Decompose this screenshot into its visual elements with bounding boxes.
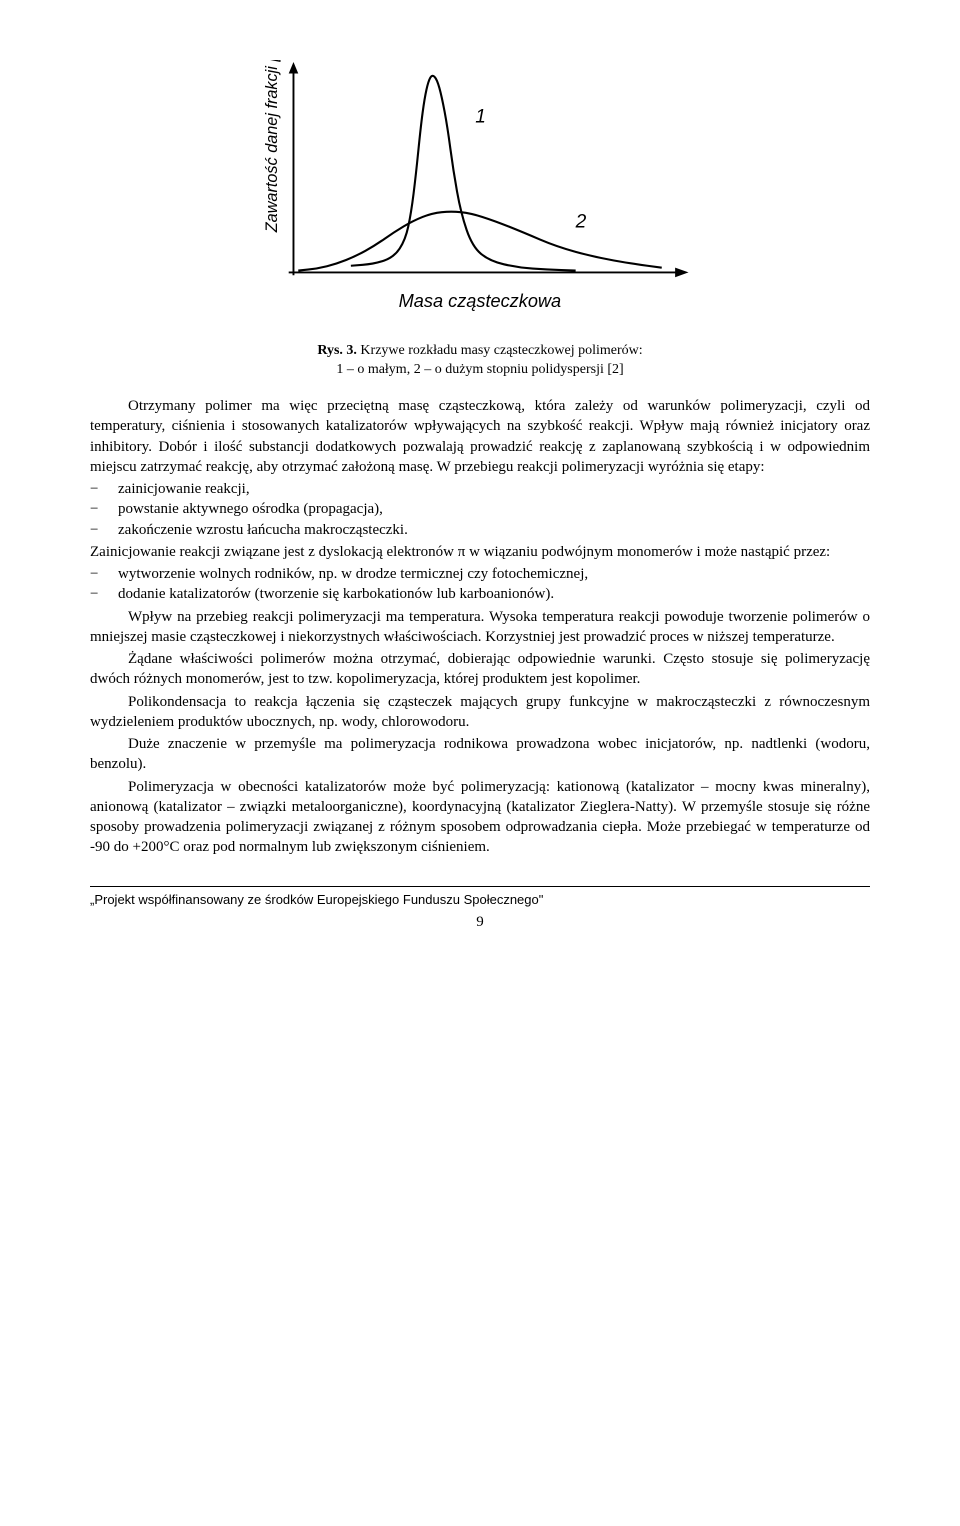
dash-icon: − — [90, 479, 118, 499]
list-item-text: powstanie aktywnego ośrodka (propagacja)… — [118, 499, 870, 519]
list-item-text: dodanie katalizatorów (tworzenie się kar… — [118, 584, 870, 604]
paragraph-intro: Otrzymany polimer ma więc przeciętną mas… — [90, 396, 870, 477]
page-number: 9 — [90, 912, 870, 932]
figure-container: 1 2 Zawartość danej frakcji [%] Masa czą… — [90, 60, 870, 334]
caption-line1: Krzywe rozkładu masy cząsteczkowej polim… — [357, 343, 643, 358]
list-item-text: zakończenie wzrostu łańcucha makrocząste… — [118, 520, 870, 540]
y-axis-arrow-icon — [289, 62, 299, 73]
series-1-label: 1 — [475, 106, 486, 127]
document-page: 1 2 Zawartość danej frakcji [%] Masa czą… — [0, 0, 960, 1500]
series-2-label: 2 — [575, 211, 587, 232]
figure-caption: Rys. 3. Krzywe rozkładu masy cząsteczkow… — [90, 342, 870, 380]
list-item: −zakończenie wzrostu łańcucha makrocząst… — [90, 520, 870, 540]
paragraph-catalysts: Polimeryzacja w obecności katalizatorów … — [90, 777, 870, 858]
footer-text: „Projekt współfinansowany ze środków Eur… — [90, 886, 870, 909]
dash-icon: − — [90, 499, 118, 519]
x-axis-label: Masa cząsteczkowa — [399, 291, 561, 311]
chart-svg: 1 2 Zawartość danej frakcji [%] Masa czą… — [260, 60, 700, 328]
distribution-chart: 1 2 Zawartość danej frakcji [%] Masa czą… — [260, 60, 700, 334]
list-item: −powstanie aktywnego ośrodka (propagacja… — [90, 499, 870, 519]
bullet-list-methods: −wytworzenie wolnych rodników, np. w dro… — [90, 564, 870, 605]
list-item: −dodanie katalizatorów (tworzenie się ka… — [90, 584, 870, 604]
caption-prefix: Rys. 3. — [317, 343, 357, 358]
list-item-text: wytworzenie wolnych rodników, np. w drod… — [118, 564, 870, 584]
paragraph-polycondensation: Polikondensacja to reakcja łączenia się … — [90, 692, 870, 733]
bullet-list-steps: −zainicjowanie reakcji,−powstanie aktywn… — [90, 479, 870, 540]
dash-icon: − — [90, 520, 118, 540]
caption-line2: 1 – o małym, 2 – o dużym stopniu polidys… — [336, 362, 623, 377]
list-item: −wytworzenie wolnych rodników, np. w dro… — [90, 564, 870, 584]
paragraph-temperature: Wpływ na przebieg reakcji polimeryzacji … — [90, 607, 870, 648]
list-item-text: zainicjowanie reakcji, — [118, 479, 870, 499]
x-axis-arrow-icon — [675, 268, 688, 278]
paragraph-initiation: Zainicjowanie reakcji związane jest z dy… — [90, 542, 870, 562]
dash-icon: − — [90, 584, 118, 604]
dash-icon: − — [90, 564, 118, 584]
paragraph-copolymer: Żądane właściwości polimerów można otrzy… — [90, 649, 870, 690]
series-2-curve — [298, 212, 661, 271]
y-axis-label: Zawartość danej frakcji [%] — [263, 60, 281, 233]
paragraph-radical: Duże znaczenie w przemyśle ma polimeryza… — [90, 734, 870, 775]
list-item: −zainicjowanie reakcji, — [90, 479, 870, 499]
